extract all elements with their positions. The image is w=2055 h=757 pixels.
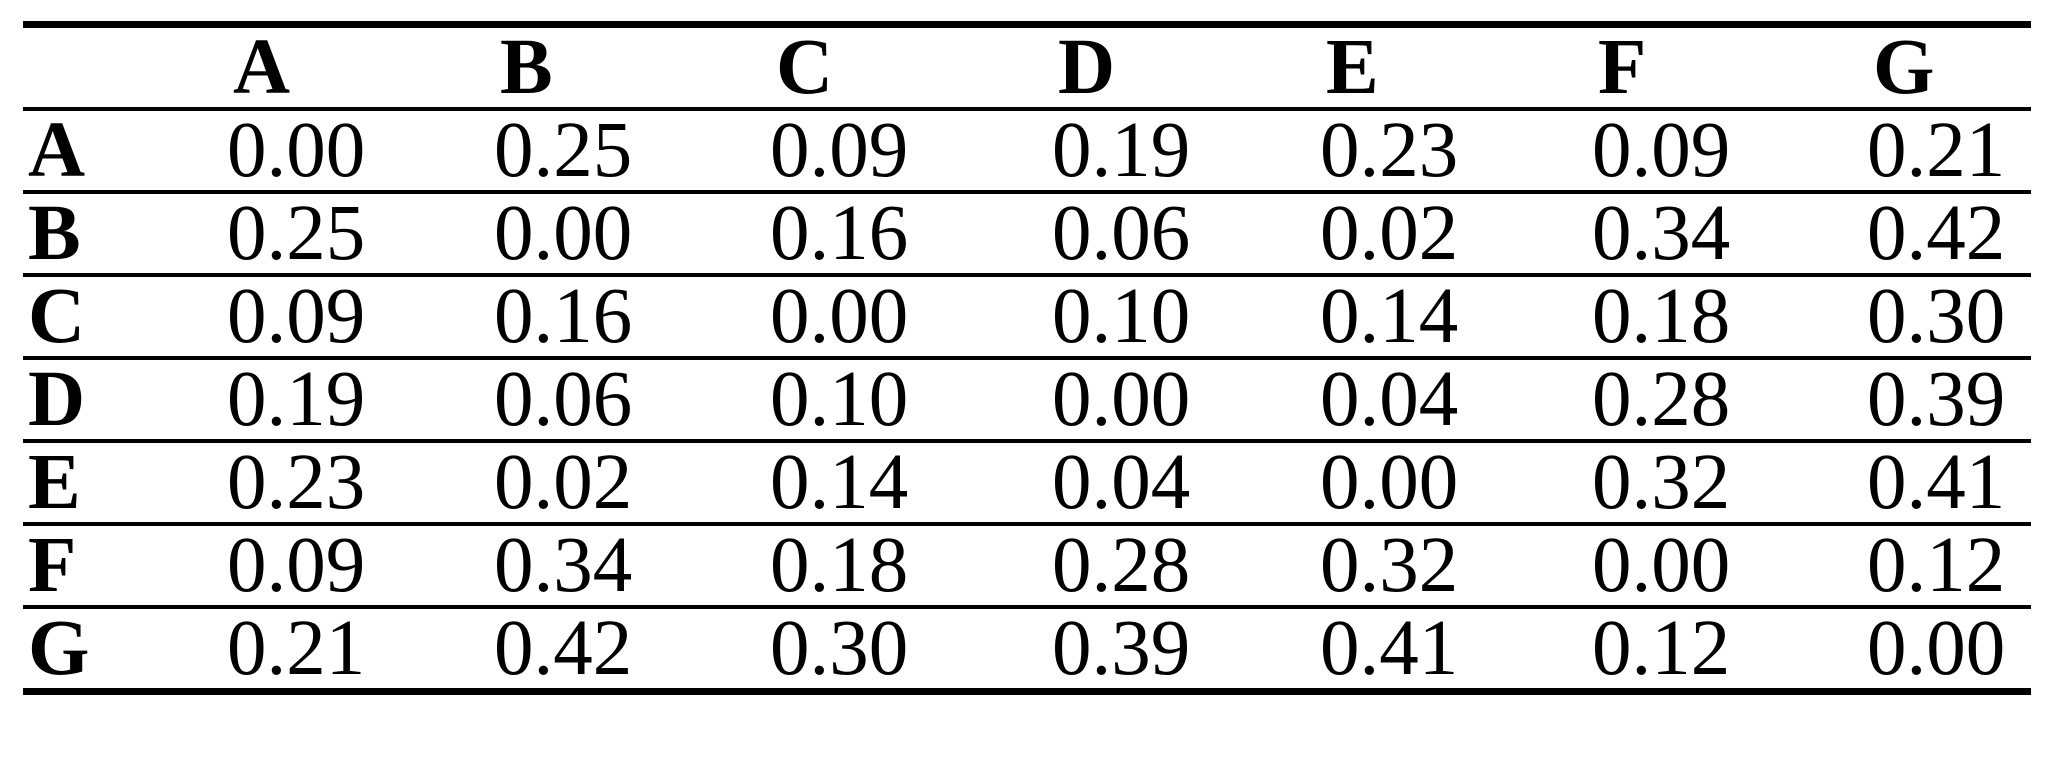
column-header-f: F: [1598, 24, 1647, 109]
matrix-cell: 0.09: [227, 275, 366, 358]
header-row: A B C D E F G: [23, 24, 2031, 110]
matrix-cell: 0.10: [1052, 275, 1191, 358]
matrix-cell: 0.04: [1052, 441, 1191, 524]
table-row: B 0.25 0.00 0.16 0.06 0.02 0.34 0.42: [23, 192, 2031, 275]
matrix-cell: 0.09: [227, 524, 366, 607]
column-header-d: D: [1058, 24, 1116, 109]
matrix-cell: 0.02: [494, 441, 633, 524]
matrix-cell: 0.23: [1320, 109, 1459, 192]
matrix-cell: 0.34: [494, 524, 633, 607]
matrix-cell: 0.25: [494, 109, 633, 192]
column-header-a: A: [233, 24, 291, 109]
matrix-cell: 0.00: [1320, 441, 1459, 524]
column-header-c: C: [776, 24, 834, 109]
matrix-cell: 0.12: [1867, 524, 2006, 607]
matrix-cell: 0.34: [1592, 192, 1731, 275]
row-header: A: [28, 109, 86, 192]
matrix-cell: 0.10: [770, 358, 909, 441]
column-header-g: G: [1873, 24, 1935, 109]
matrix-cell: 0.09: [1592, 109, 1731, 192]
matrix-cell: 0.19: [1052, 109, 1191, 192]
matrix-cell: 0.32: [1320, 524, 1459, 607]
matrix-cell: 0.00: [1592, 524, 1731, 607]
matrix-cell: 0.21: [1867, 109, 2006, 192]
matrix-cell: 0.00: [1867, 607, 2006, 692]
matrix-cell: 0.21: [227, 607, 366, 692]
matrix-cell: 0.42: [1867, 192, 2006, 275]
matrix-cell: 0.39: [1867, 358, 2006, 441]
matrix-cell: 0.14: [770, 441, 909, 524]
matrix-cell: 0.12: [1592, 607, 1731, 692]
distance-matrix-table: A B C D E F G A 0.00 0.25 0.09 0.19 0.23…: [23, 21, 2031, 695]
matrix-cell: 0.18: [770, 524, 909, 607]
matrix-cell: 0.28: [1052, 524, 1191, 607]
table-row: G 0.21 0.42 0.30 0.39 0.41 0.12 0.00: [23, 607, 2031, 692]
matrix-cell: 0.04: [1320, 358, 1459, 441]
matrix-cell: 0.42: [494, 607, 633, 692]
table-row: C 0.09 0.16 0.00 0.10 0.14 0.18 0.30: [23, 275, 2031, 358]
matrix-cell: 0.16: [494, 275, 633, 358]
column-header-e: E: [1326, 24, 1379, 109]
matrix-cell: 0.30: [770, 607, 909, 692]
matrix-cell: 0.16: [770, 192, 909, 275]
matrix-cell: 0.06: [494, 358, 633, 441]
row-header: F: [28, 524, 77, 607]
matrix-cell: 0.02: [1320, 192, 1459, 275]
matrix-cell: 0.32: [1592, 441, 1731, 524]
matrix-cell: 0.00: [1052, 358, 1191, 441]
matrix-cell: 0.18: [1592, 275, 1731, 358]
row-header: B: [28, 192, 81, 275]
row-header: G: [28, 607, 90, 692]
matrix-cell: 0.41: [1867, 441, 2006, 524]
row-header: E: [28, 441, 81, 524]
matrix-cell: 0.23: [227, 441, 366, 524]
matrix-cell: 0.39: [1052, 607, 1191, 692]
matrix-cell: 0.25: [227, 192, 366, 275]
row-header: C: [28, 275, 86, 358]
matrix-cell: 0.30: [1867, 275, 2006, 358]
matrix-cell: 0.28: [1592, 358, 1731, 441]
table-row: F 0.09 0.34 0.18 0.28 0.32 0.00 0.12: [23, 524, 2031, 607]
table-row: E 0.23 0.02 0.14 0.04 0.00 0.32 0.41: [23, 441, 2031, 524]
matrix-cell: 0.00: [770, 275, 909, 358]
matrix-cell: 0.09: [770, 109, 909, 192]
matrix-cell: 0.41: [1320, 607, 1459, 692]
corner-cell: [23, 25, 225, 110]
matrix-cell: 0.00: [227, 109, 366, 192]
row-header: D: [28, 358, 86, 441]
matrix-cell: 0.19: [227, 358, 366, 441]
matrix-cell: 0.00: [494, 192, 633, 275]
matrix-cell: 0.06: [1052, 192, 1191, 275]
table-row: A 0.00 0.25 0.09 0.19 0.23 0.09 0.21: [23, 109, 2031, 192]
matrix-cell: 0.14: [1320, 275, 1459, 358]
column-header-b: B: [500, 24, 553, 109]
table-row: D 0.19 0.06 0.10 0.00 0.04 0.28 0.39: [23, 358, 2031, 441]
